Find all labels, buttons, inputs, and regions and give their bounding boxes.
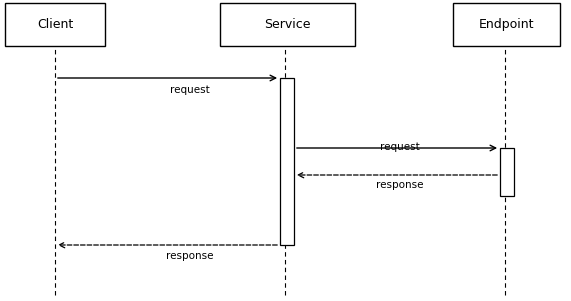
Text: response: response — [166, 251, 214, 261]
Text: Endpoint: Endpoint — [478, 18, 534, 31]
FancyBboxPatch shape — [220, 3, 355, 46]
Text: response: response — [376, 180, 424, 190]
Text: request: request — [170, 85, 210, 95]
FancyBboxPatch shape — [5, 3, 105, 46]
FancyBboxPatch shape — [453, 3, 560, 46]
FancyBboxPatch shape — [280, 78, 294, 245]
FancyBboxPatch shape — [500, 148, 514, 196]
Text: Client: Client — [37, 18, 73, 31]
Text: request: request — [380, 142, 420, 152]
Text: Service: Service — [264, 18, 311, 31]
